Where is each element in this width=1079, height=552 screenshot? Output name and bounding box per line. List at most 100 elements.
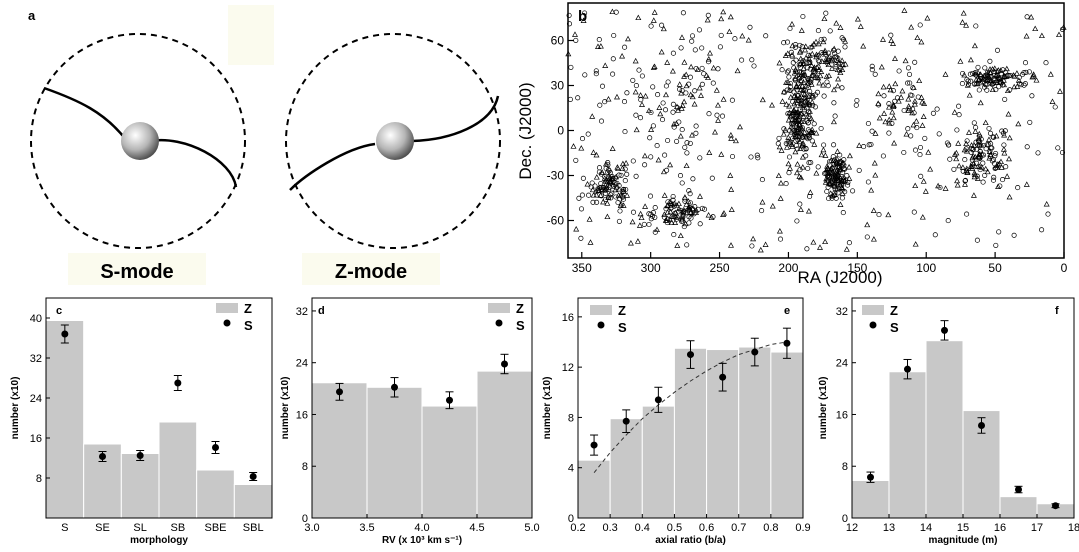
galaxy-point <box>928 167 933 171</box>
data-point <box>783 340 790 347</box>
x-tick-label: 12 <box>846 522 858 534</box>
y-tick-label: 16 <box>296 409 308 421</box>
legend-label-z: Z <box>618 303 626 318</box>
galaxy-point <box>786 69 790 73</box>
x-tick-label: 0.5 <box>667 522 682 534</box>
galaxy-point <box>981 180 985 184</box>
galaxy-point <box>954 156 959 160</box>
galaxy-point <box>987 126 991 130</box>
legend-label-s: S <box>890 320 899 335</box>
galaxy-point <box>1002 147 1007 151</box>
galaxy-point <box>1030 94 1034 98</box>
bar <box>739 347 771 518</box>
legend-marker-s <box>496 320 503 327</box>
galaxy-point <box>625 91 629 95</box>
galaxy-point <box>881 154 885 158</box>
galaxy-point <box>705 18 710 22</box>
galaxy-point <box>692 102 697 106</box>
galaxy-point <box>576 96 580 100</box>
galaxy-point <box>679 106 684 110</box>
galaxy-point <box>834 21 839 25</box>
galaxy-point <box>881 37 886 41</box>
galaxy-point <box>1007 157 1012 161</box>
galaxy-point <box>574 227 579 231</box>
galaxy-point <box>597 166 601 170</box>
galaxy-point <box>799 28 804 32</box>
galaxy-point <box>655 143 659 147</box>
galaxy-point <box>921 114 926 118</box>
bar <box>771 352 803 518</box>
galaxy-point <box>819 152 824 156</box>
x-tick-label: 0.8 <box>763 522 778 534</box>
galaxy-point <box>840 196 844 200</box>
galaxy-point <box>622 45 626 49</box>
galaxy-point <box>677 82 682 86</box>
galaxy-point <box>668 163 673 167</box>
bar <box>197 470 235 518</box>
galaxy-point <box>988 131 992 135</box>
galaxy-point <box>679 46 683 50</box>
galaxy-point <box>956 104 960 108</box>
galaxy-point <box>649 155 653 159</box>
galaxy-point <box>634 174 638 178</box>
galaxy-point <box>1039 228 1043 232</box>
data-point <box>655 396 662 403</box>
galaxy-point <box>675 243 680 247</box>
galaxy-point <box>660 117 664 121</box>
galaxy-point <box>964 141 969 145</box>
galaxy-point <box>752 64 756 68</box>
galaxy-point <box>634 127 639 131</box>
galaxy-point <box>694 131 698 135</box>
galaxy-point <box>638 223 643 227</box>
galaxy-point <box>579 207 583 211</box>
galaxy-point <box>623 129 627 133</box>
galaxy-point <box>893 56 898 60</box>
galaxy-point <box>877 212 881 216</box>
galaxy-point <box>656 158 661 162</box>
bar <box>312 383 367 518</box>
galaxy-point <box>799 207 804 211</box>
galaxy-point <box>574 158 578 162</box>
galaxy-point <box>721 10 726 14</box>
galaxy-point <box>1025 145 1029 149</box>
galaxy-point <box>779 181 784 185</box>
galaxy-point <box>710 176 714 180</box>
galaxy-point <box>889 33 893 37</box>
galaxy-point <box>919 174 923 178</box>
galaxy-point <box>918 152 922 156</box>
galaxy-point <box>759 208 763 212</box>
galaxy-point <box>1005 174 1010 178</box>
galaxy-point <box>695 67 700 71</box>
galaxy-point <box>919 40 924 44</box>
galaxy-point <box>568 97 572 101</box>
galaxy-point <box>661 101 665 105</box>
legend-swatch-z <box>590 305 612 315</box>
galaxy-point <box>719 33 723 37</box>
galaxy-point <box>985 88 989 92</box>
galaxy-point <box>1053 105 1057 109</box>
galaxy-point <box>847 241 851 245</box>
galaxy-point <box>651 18 656 22</box>
x-tick-label: 0.7 <box>731 522 746 534</box>
galaxy-point <box>657 105 662 109</box>
galaxy-point <box>685 151 689 155</box>
galaxy-point <box>681 11 685 15</box>
galaxy-point <box>838 202 843 206</box>
galaxy-point <box>718 45 722 49</box>
galaxy-point <box>845 183 849 187</box>
bar <box>234 485 272 519</box>
legend-label-s: S <box>516 318 525 333</box>
galaxy-point <box>733 37 737 41</box>
galaxy-point <box>844 247 849 251</box>
x-axis-label: morphology <box>130 535 188 546</box>
bar <box>121 454 159 519</box>
sky-distribution-points <box>566 8 1066 252</box>
galaxy-point <box>794 58 798 62</box>
galaxy-point <box>662 169 667 173</box>
galaxy-point <box>861 144 865 148</box>
category-label: SBE <box>204 522 226 534</box>
galaxy-point <box>746 38 751 42</box>
galaxy-point <box>618 209 622 213</box>
galaxy-point <box>963 157 967 161</box>
galaxy-point <box>682 224 686 228</box>
